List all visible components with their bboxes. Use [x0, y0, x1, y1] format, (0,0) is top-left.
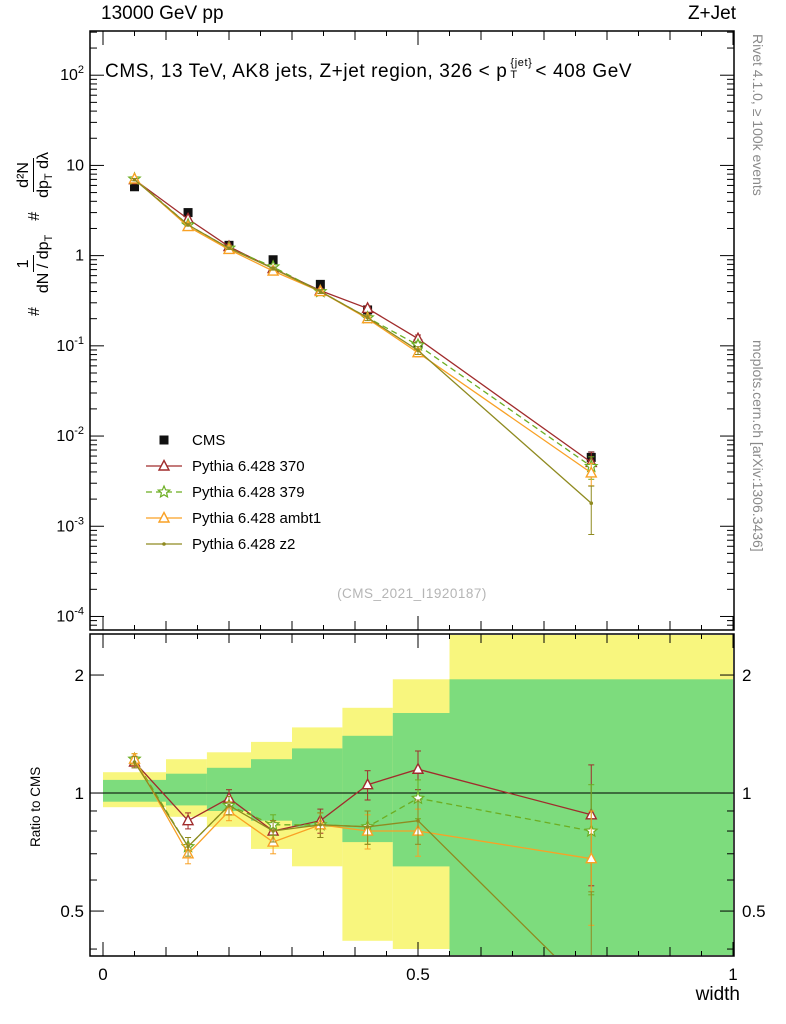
ratio-panel-frame: [89, 633, 735, 957]
square-marker: [130, 182, 139, 192]
main-y-tick-label: 10-3: [56, 515, 84, 535]
ratio-series-z2: [131, 755, 595, 995]
plot-title: CMS, 13 TeV, AK8 jets, Z+jet region, 326…: [105, 57, 633, 83]
dot-marker: [271, 829, 275, 833]
dot-marker: [365, 825, 370, 829]
plot-title-suffix: < 408 GeV: [535, 60, 633, 82]
x-tick-label: 1: [728, 965, 737, 984]
analysis-id-watermark: (CMS_2021_I1920187): [337, 586, 487, 601]
main-y-tick-label: 102: [60, 64, 84, 84]
y-label-fraction-2: d²N dpT dλ: [14, 151, 56, 198]
dot-marker: [132, 177, 137, 182]
dot-marker: [186, 844, 190, 849]
x-axis-label: width: [695, 984, 740, 1005]
main-y-tick-label: 10-4: [56, 606, 84, 626]
dot-marker: [589, 991, 593, 995]
dot-marker: [318, 822, 323, 827]
pt-jet-superscript: {jet}: [510, 57, 533, 69]
green-band-segment: [166, 773, 207, 806]
main-y-tick-label: 1: [75, 248, 84, 265]
dot-marker: [416, 348, 420, 353]
green-band-segment: [292, 748, 343, 827]
dot-marker: [132, 760, 137, 764]
triangle-marker: [361, 777, 374, 790]
main-y-tick-label: 10-1: [56, 335, 84, 355]
ratio-y-tick-label-right: 2: [742, 666, 751, 685]
ratio-y-tick-label-right: 1: [742, 784, 751, 803]
x-tick-label: 0: [98, 965, 107, 984]
star-marker: [156, 484, 172, 499]
dot-marker: [365, 315, 370, 320]
dot-marker: [162, 542, 166, 546]
legend-label: Pythia 6.428 370: [192, 458, 305, 475]
ratio-y-axis-label: Ratio to CMS: [28, 766, 43, 847]
legend-label: CMS: [192, 432, 225, 449]
pt-jet-symbol: {jet} T: [510, 57, 533, 81]
dot-marker: [227, 803, 231, 808]
triangle-marker: [585, 851, 598, 864]
mcplots-reference-note: mcplots.cern.ch [arXiv:1306.3436]: [750, 340, 766, 552]
triangle-marker: [411, 762, 425, 774]
dot-marker: [416, 818, 420, 823]
process-label: Z+Jet: [687, 3, 736, 24]
y-label-fraction-1: 1 dN / dpT: [14, 234, 56, 294]
dot-marker: [271, 266, 275, 271]
dot-marker: [318, 289, 323, 294]
square-marker: [159, 435, 169, 445]
ratio-y-tick-label-left: 0.5: [60, 902, 84, 921]
legend-item-z2: Pythia 6.428 z2: [146, 536, 295, 553]
triangle-marker: [181, 813, 195, 826]
green-band-segment: [392, 713, 450, 867]
ratio-y-tick-label-right: 0.5: [742, 902, 766, 921]
legend-label: Pythia 6.428 379: [192, 484, 305, 501]
main-panel-frame: [89, 30, 735, 631]
ratio-y-tick-label-left: 1: [75, 784, 84, 803]
y-label-hash-1: #: [26, 307, 44, 316]
rivet-version-note: Rivet 4.1.0, ≥ 100k events: [750, 34, 766, 196]
pt-subscript: T: [510, 68, 518, 81]
legend: CMS Pythia 6.428 370 Pythia 6.428 379 Pythi…: [146, 432, 321, 553]
x-tick-label: 0.5: [406, 965, 430, 984]
legend-item-cms: CMS: [159, 432, 225, 449]
legend-label: Pythia 6.428 z2: [192, 536, 295, 553]
triangle-marker: [585, 465, 598, 478]
main-y-tick-label: 10: [66, 157, 84, 174]
ratio-y-tick-label-left: 2: [75, 666, 84, 685]
triangle-marker: [157, 458, 171, 471]
main-series-z2: [131, 177, 595, 535]
legend-item-ambt1: Pythia 6.428 ambt1: [146, 510, 321, 527]
legend-label: Pythia 6.428 ambt1: [192, 510, 321, 527]
main-y-axis-label: # 1 dN / dpT # d²N dpT dλ: [14, 150, 57, 316]
axis-ticks: [90, 31, 734, 956]
legend-item-p370: Pythia 6.428 370: [146, 458, 305, 475]
beam-energy-label: 13000 GeV pp: [101, 3, 224, 24]
triangle-marker: [157, 510, 171, 523]
main-y-tick-label: 10-2: [56, 425, 84, 445]
green-band-segment: [251, 759, 292, 821]
dot-marker: [227, 246, 231, 250]
y-label-hash-2: #: [26, 211, 44, 221]
dot-marker: [589, 501, 594, 506]
dot-marker: [186, 223, 190, 227]
plot-title-prefix: CMS, 13 TeV, AK8 jets, Z+jet region, 326…: [105, 60, 508, 82]
legend-item-p379: Pythia 6.428 379: [146, 484, 305, 501]
